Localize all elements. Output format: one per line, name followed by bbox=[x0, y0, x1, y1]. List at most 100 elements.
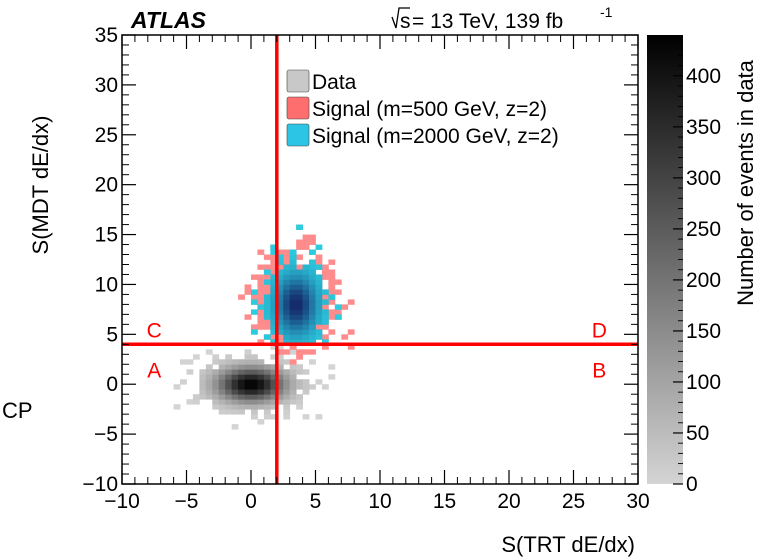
legend-swatch bbox=[286, 123, 310, 147]
signal-2000-cell bbox=[309, 289, 316, 295]
signal-500-cell bbox=[244, 289, 252, 295]
x-tick-label: −5 bbox=[175, 490, 199, 513]
signal-2000-cell bbox=[289, 299, 297, 305]
signal-2000-cell bbox=[263, 334, 271, 340]
y-tick-label: 30 bbox=[95, 74, 118, 97]
data-cell bbox=[231, 424, 239, 430]
signal-2000-cell bbox=[276, 269, 284, 275]
data-cell bbox=[225, 394, 233, 400]
sqrt-icon bbox=[391, 7, 410, 29]
signal-2000-cell bbox=[309, 339, 316, 345]
data-cell bbox=[251, 379, 258, 385]
data-cell bbox=[251, 394, 258, 400]
data-cell bbox=[199, 394, 207, 400]
data-cell bbox=[212, 384, 220, 390]
signal-2000-cell bbox=[309, 299, 316, 305]
data-cell bbox=[244, 394, 252, 400]
signal-2000-cell bbox=[263, 279, 271, 285]
signal-500-cell bbox=[257, 324, 265, 330]
signal-2000-cell bbox=[296, 294, 303, 300]
signal-500-cell bbox=[315, 324, 323, 330]
signal-2000-cell bbox=[283, 339, 291, 345]
signal-2000-cell bbox=[334, 304, 342, 310]
signal-2000-cell bbox=[270, 294, 278, 300]
data-cell bbox=[251, 399, 258, 405]
colorbar-ramp bbox=[647, 35, 683, 484]
data-cell bbox=[276, 389, 284, 395]
signal-2000-cell bbox=[283, 274, 291, 280]
signal-500-cell bbox=[321, 344, 329, 350]
signal-500-cell bbox=[296, 349, 303, 355]
x-tick-label: 15 bbox=[433, 490, 456, 513]
data-cell bbox=[270, 354, 278, 360]
y-tick-label: 15 bbox=[95, 224, 118, 247]
signal-500-cell bbox=[309, 239, 316, 245]
data-cell bbox=[218, 374, 226, 380]
region-label-c: C bbox=[147, 319, 162, 342]
legend: Data Signal (m=500 GeV, z=2) Signal (m=200… bbox=[286, 69, 559, 148]
signal-2000-cell bbox=[276, 254, 284, 260]
data-cell bbox=[283, 384, 291, 390]
data-cell bbox=[309, 359, 316, 365]
data-cell bbox=[225, 409, 233, 415]
data-cell bbox=[283, 409, 291, 415]
data-cell bbox=[296, 364, 303, 370]
signal-2000-cell bbox=[276, 324, 284, 330]
signal-2000-cell bbox=[296, 284, 303, 290]
signal-2000-cell bbox=[270, 329, 278, 335]
signal-500-cell bbox=[270, 259, 278, 265]
signal-2000-cell bbox=[283, 279, 291, 285]
data-cell bbox=[244, 389, 252, 395]
data-cell bbox=[289, 349, 297, 355]
signal-500-cell bbox=[328, 284, 336, 290]
x-tick-label: −10 bbox=[104, 490, 140, 513]
data-cell bbox=[192, 394, 200, 400]
colorbar-tick-label: 300 bbox=[686, 167, 721, 190]
signal-2000-cell bbox=[289, 269, 297, 275]
data-cell bbox=[283, 374, 291, 380]
data-cell bbox=[238, 409, 245, 415]
data-cell bbox=[257, 399, 265, 405]
signal-2000-cell bbox=[302, 304, 310, 310]
signal-500-cell bbox=[244, 284, 252, 290]
data-cell bbox=[283, 379, 291, 385]
signal-2000-cell bbox=[276, 279, 284, 285]
data-cell bbox=[212, 404, 220, 410]
signal-500-cell bbox=[257, 319, 265, 325]
signal-2000-cell bbox=[315, 329, 323, 335]
signal-2000-cell bbox=[276, 319, 284, 325]
x-tick-label: 0 bbox=[245, 490, 257, 513]
signal-500-cell bbox=[302, 234, 310, 240]
signal-2000-cell bbox=[251, 299, 258, 305]
signal-500-cell bbox=[334, 279, 342, 285]
signal-500-cell bbox=[270, 334, 278, 340]
signal-2000-cell bbox=[263, 314, 271, 320]
data-cell bbox=[276, 374, 284, 380]
data-cell bbox=[270, 389, 278, 395]
signal-2000-cell bbox=[289, 284, 297, 290]
data-cell bbox=[218, 369, 226, 375]
data-cell bbox=[225, 399, 233, 405]
signal-2000-cell bbox=[296, 339, 303, 345]
signal-2000-cell bbox=[321, 314, 329, 320]
signal-500-cell bbox=[257, 339, 265, 345]
data-cell bbox=[276, 399, 284, 405]
signal-500-cell bbox=[289, 344, 297, 350]
signal-2000-cell bbox=[263, 269, 271, 275]
signal-500-cell bbox=[283, 259, 291, 265]
data-cell bbox=[283, 359, 291, 365]
signal-2000-cell bbox=[251, 309, 258, 315]
data-cell bbox=[328, 364, 336, 370]
data-cell bbox=[199, 374, 207, 380]
signal-500-cell bbox=[257, 309, 265, 315]
signal-500-cell bbox=[270, 269, 278, 275]
signal-500-cell bbox=[263, 274, 271, 280]
signal-2000-cell bbox=[289, 274, 297, 280]
signal-2000-cell bbox=[321, 339, 329, 345]
signal-2000-cell bbox=[283, 294, 291, 300]
signal-500-cell bbox=[347, 329, 355, 335]
data-cell bbox=[251, 369, 258, 375]
data-cell bbox=[263, 374, 271, 380]
signal-2000-cell bbox=[263, 299, 271, 305]
signal-2000-cell bbox=[276, 329, 284, 335]
